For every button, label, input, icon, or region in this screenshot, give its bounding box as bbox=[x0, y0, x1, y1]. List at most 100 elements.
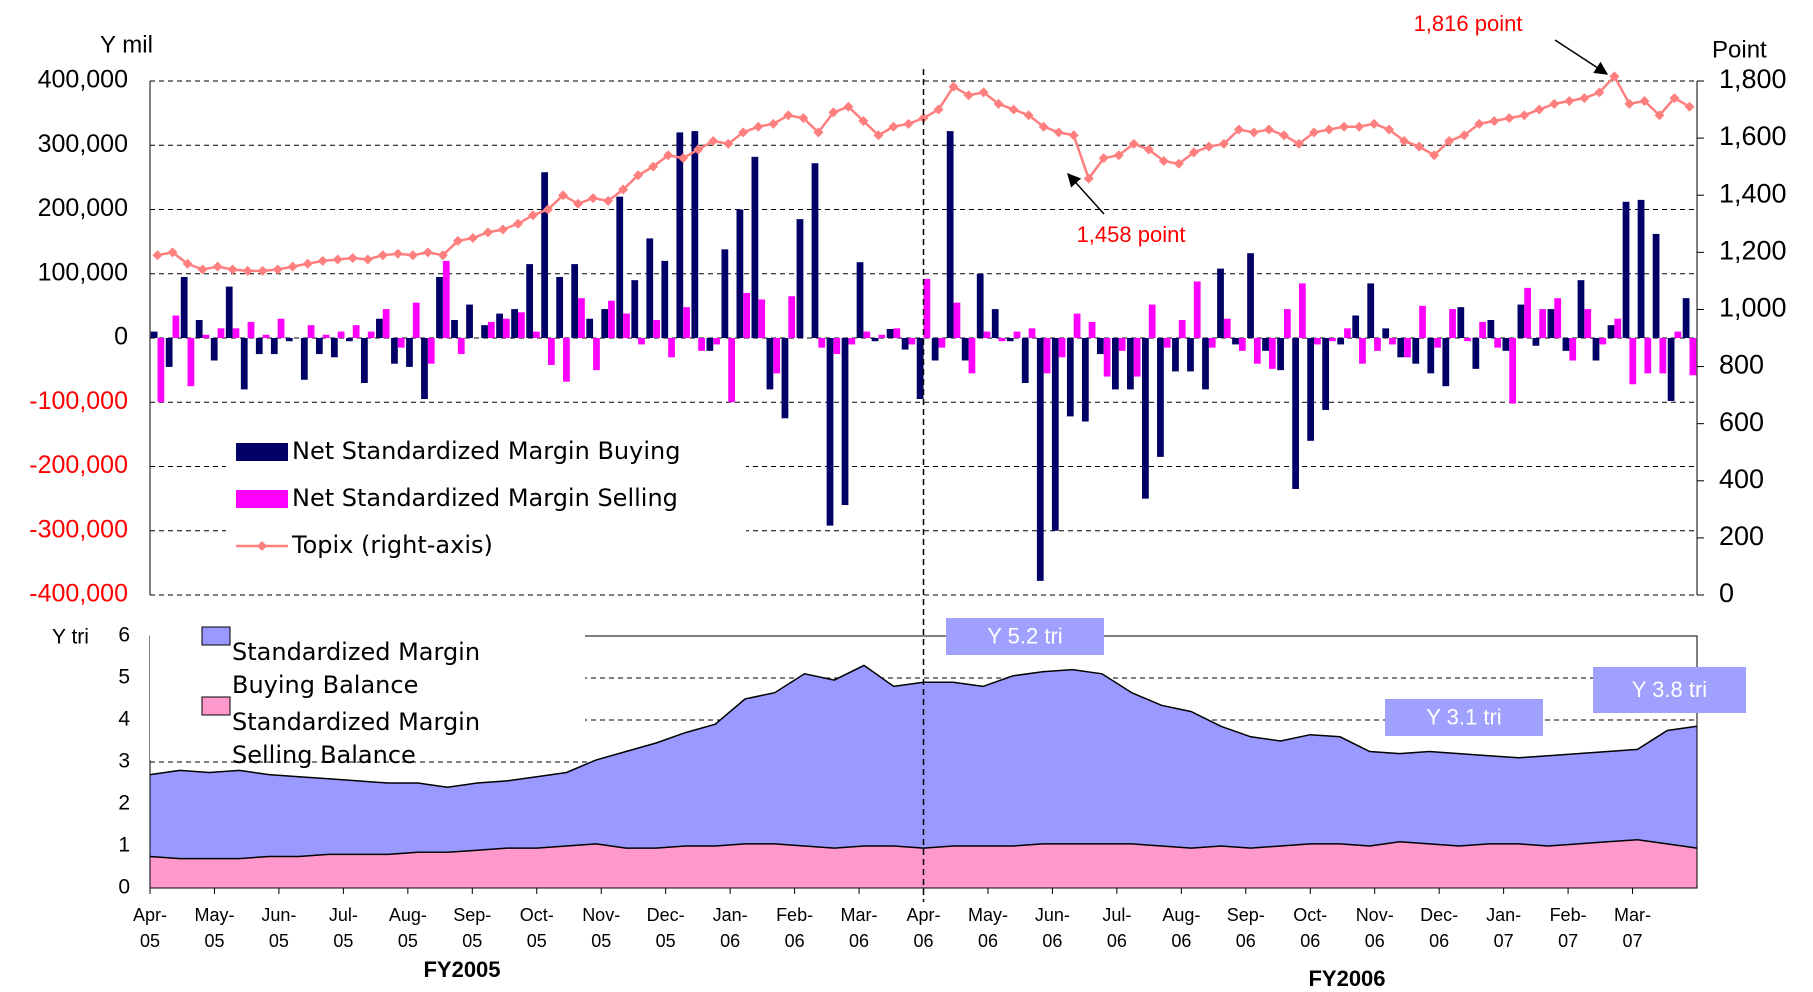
y-tick-label: 6 bbox=[118, 624, 130, 647]
bar bbox=[721, 249, 729, 338]
bar bbox=[766, 338, 774, 390]
bar bbox=[1419, 305, 1426, 338]
bar bbox=[1659, 338, 1667, 374]
x-tick-label: Apr- bbox=[906, 905, 940, 925]
bar bbox=[1043, 338, 1051, 374]
marker bbox=[843, 101, 854, 112]
bar bbox=[1374, 338, 1381, 351]
x-tick-label: Jan- bbox=[1486, 905, 1521, 925]
area-outline bbox=[149, 838, 1698, 860]
annotation-box bbox=[1593, 667, 1746, 713]
bar bbox=[1539, 309, 1547, 338]
x-tick-label: Dec- bbox=[1420, 905, 1458, 925]
legend-label: Standardized Margin Selling Balance bbox=[232, 708, 481, 769]
marker bbox=[362, 254, 373, 265]
marker bbox=[873, 130, 884, 141]
marker bbox=[1278, 130, 1289, 141]
bar bbox=[1532, 338, 1540, 346]
bar bbox=[743, 293, 751, 338]
bar bbox=[788, 296, 796, 338]
bar bbox=[1427, 338, 1435, 374]
y-tick-label: -100,000 bbox=[29, 387, 128, 415]
bar bbox=[1667, 338, 1675, 401]
x-tick-label: 06 bbox=[1300, 931, 1320, 951]
marker bbox=[618, 184, 629, 195]
bar bbox=[1298, 283, 1306, 338]
marker bbox=[1233, 124, 1244, 135]
marker bbox=[1399, 135, 1410, 146]
marker bbox=[1369, 118, 1380, 129]
x-tick-label: 05 bbox=[462, 931, 482, 951]
marker bbox=[1504, 113, 1515, 124]
bar bbox=[502, 318, 510, 338]
marker bbox=[1068, 130, 1079, 141]
marker bbox=[768, 118, 779, 129]
marker bbox=[933, 104, 944, 115]
bar bbox=[487, 321, 495, 338]
x-tick-label: 06 bbox=[1429, 931, 1449, 951]
bar bbox=[1217, 268, 1224, 338]
y-tick-label: 400,000 bbox=[38, 66, 128, 94]
bar bbox=[706, 338, 714, 351]
marker bbox=[1113, 150, 1124, 161]
y-axis-label: Y mil bbox=[100, 31, 153, 58]
marker bbox=[1173, 158, 1184, 169]
marker bbox=[527, 210, 538, 221]
x-tick-label: 05 bbox=[269, 931, 289, 951]
bar bbox=[998, 338, 1006, 342]
bar bbox=[466, 304, 473, 338]
bar bbox=[391, 338, 398, 364]
marker bbox=[708, 135, 719, 146]
marker bbox=[1218, 138, 1229, 149]
y-tick-label: 5 bbox=[118, 666, 130, 689]
bar bbox=[886, 329, 894, 338]
y2-tick-label: 1,200 bbox=[1719, 235, 1787, 265]
bar bbox=[878, 334, 886, 338]
bar bbox=[991, 309, 999, 338]
bar bbox=[616, 196, 624, 338]
x-tick-label: 07 bbox=[1558, 931, 1578, 951]
bar bbox=[511, 309, 518, 338]
marker bbox=[1669, 93, 1680, 104]
bar bbox=[548, 338, 555, 365]
y-axis-label: Y tri bbox=[52, 626, 89, 649]
legend-marker bbox=[257, 541, 267, 551]
bar bbox=[376, 318, 383, 338]
bar bbox=[1359, 338, 1366, 364]
marker bbox=[242, 265, 253, 276]
bar bbox=[1524, 287, 1532, 338]
marker bbox=[753, 121, 764, 132]
bar bbox=[1066, 338, 1074, 417]
bar bbox=[1133, 338, 1141, 377]
bar bbox=[1337, 338, 1345, 345]
x-tick-label: Feb- bbox=[776, 905, 813, 925]
x-tick-label: Mar- bbox=[1614, 905, 1651, 925]
bar bbox=[796, 219, 804, 338]
bar bbox=[1142, 338, 1149, 499]
bar bbox=[931, 338, 939, 361]
marker bbox=[272, 264, 283, 275]
bar bbox=[976, 273, 984, 338]
bar bbox=[818, 338, 826, 348]
marker bbox=[1624, 98, 1635, 109]
marker bbox=[257, 265, 268, 276]
bar bbox=[728, 338, 736, 403]
x-tick-label: Aug- bbox=[389, 905, 427, 925]
bar bbox=[608, 300, 615, 338]
bar bbox=[322, 334, 330, 338]
bar bbox=[938, 338, 946, 348]
marker bbox=[1324, 124, 1335, 135]
bar bbox=[217, 328, 225, 338]
marker bbox=[1549, 98, 1560, 109]
bar bbox=[1397, 338, 1405, 358]
bar bbox=[1509, 338, 1517, 404]
bar bbox=[1569, 338, 1577, 361]
marker bbox=[1188, 147, 1199, 158]
bar bbox=[255, 338, 263, 355]
marker bbox=[392, 248, 403, 259]
bar bbox=[653, 320, 660, 338]
bar bbox=[901, 338, 909, 350]
legend-label: Net Standardized Margin Buying bbox=[292, 437, 680, 465]
x-tick-label: 06 bbox=[1236, 931, 1256, 951]
x-tick-label: Oct- bbox=[520, 905, 554, 925]
